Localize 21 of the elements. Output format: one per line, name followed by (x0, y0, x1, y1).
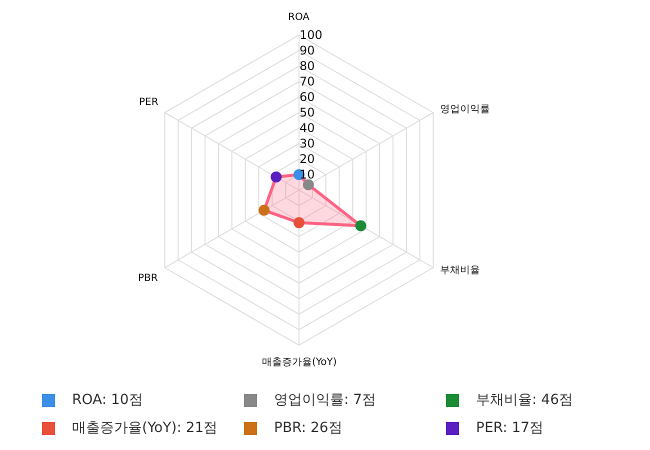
y-tick-label: 20 (300, 152, 315, 166)
text: 매출증가율(YoY): 21점 (72, 419, 218, 437)
text: ROA: 10점 (72, 391, 143, 409)
text: 영업이익률: 7점 (274, 391, 376, 409)
text: PER: 17점 (476, 419, 544, 437)
spoke-label: PBR (138, 273, 158, 284)
y-tick-label: 60 (300, 90, 315, 104)
y-tick-label: 100 (300, 28, 322, 42)
y-tick-label: 70 (300, 74, 315, 89)
spoke-label: 부채비율 (440, 265, 480, 276)
y-tick-label: 80 (300, 59, 315, 74)
y-tick-label: 50 (300, 106, 315, 120)
y-tick-label: 90 (300, 44, 315, 58)
spoke-label: ROA (288, 12, 310, 23)
spoke-label: 영업이익률 (440, 104, 490, 115)
spoke-label: PER (139, 97, 158, 108)
y-tick-label: 40 (300, 121, 315, 136)
spoke-label: 매출증가율(YoY) (262, 357, 337, 368)
text: 부채비율: 46점 (476, 391, 573, 409)
text: PBR: 26점 (274, 419, 342, 437)
y-tick-label: 30 (300, 136, 315, 151)
